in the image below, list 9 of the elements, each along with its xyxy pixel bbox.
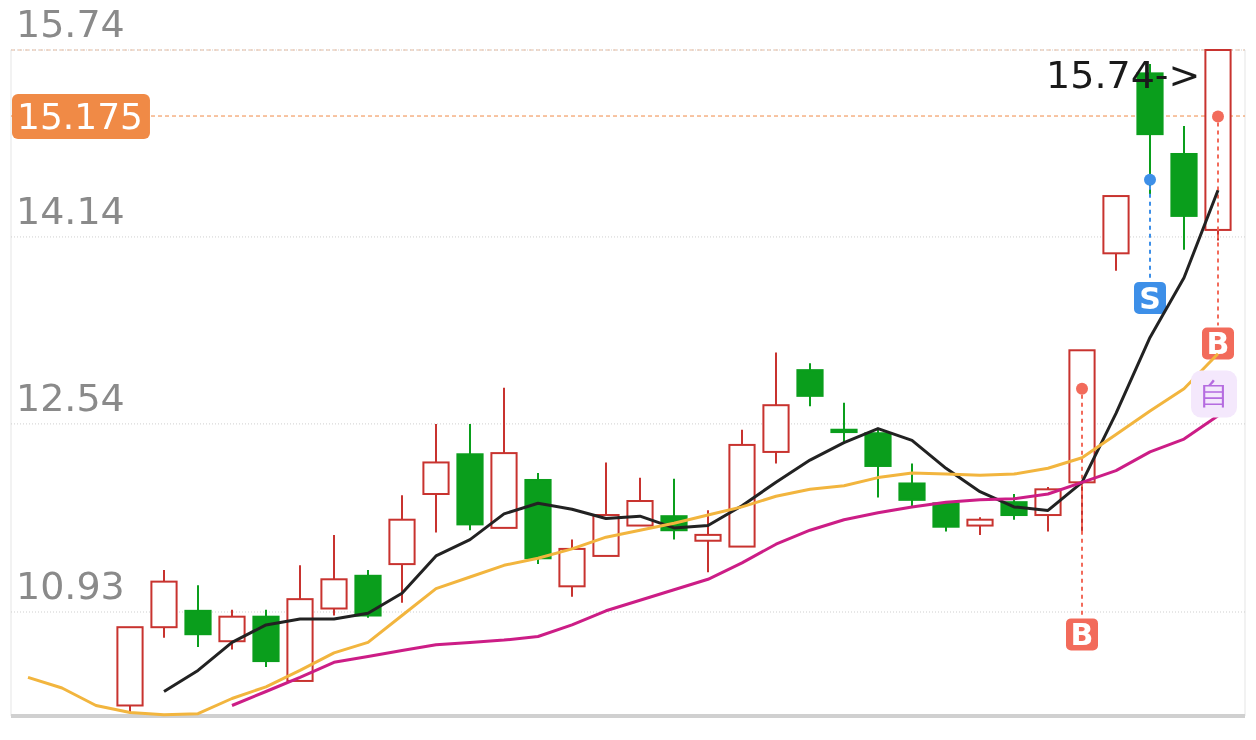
y-tick-label: 10.93 xyxy=(16,564,125,609)
annotation: 自 xyxy=(1199,376,1229,412)
y-tick-label: 14.14 xyxy=(16,188,125,233)
data-label: S xyxy=(1139,280,1161,316)
data-label: B xyxy=(1070,617,1094,653)
y-tick-label: 15.74 xyxy=(16,2,125,46)
data-label: B xyxy=(1206,326,1230,362)
y-tick-label: 12.54 xyxy=(16,375,125,420)
ref-line-label: 15.175 xyxy=(17,96,143,138)
